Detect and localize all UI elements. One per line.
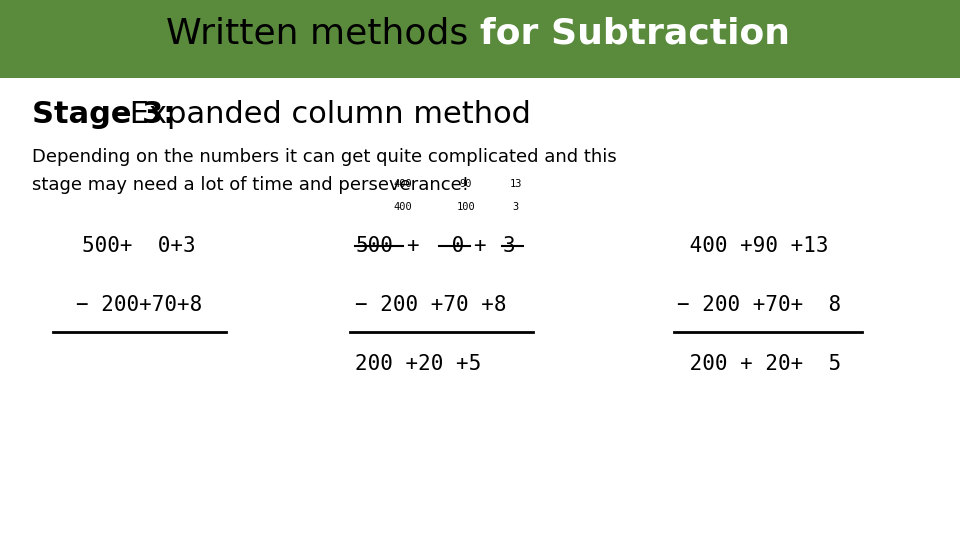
Text: 100: 100: [456, 202, 475, 212]
Text: 3: 3: [513, 202, 518, 212]
Text: 400 +90 +13: 400 +90 +13: [677, 235, 828, 256]
Text: 500+  0+3: 500+ 0+3: [83, 235, 196, 256]
Text: Written methods: Written methods: [166, 17, 480, 51]
Text: stage may need a lot of time and perseverance!: stage may need a lot of time and perseve…: [32, 176, 468, 193]
Text: Depending on the numbers it can get quite complicated and this: Depending on the numbers it can get quit…: [32, 148, 616, 166]
Text: 3: 3: [502, 235, 515, 256]
Text: − 200 +70+  8: − 200 +70+ 8: [677, 295, 841, 315]
Text: 13: 13: [509, 179, 522, 188]
Text: 200 +20 +5: 200 +20 +5: [355, 354, 482, 375]
Text: Expanded column method: Expanded column method: [120, 100, 531, 129]
Text: 500: 500: [355, 235, 393, 256]
Text: 90: 90: [459, 179, 472, 188]
Text: +: +: [406, 235, 419, 256]
Text: for Subtraction: for Subtraction: [480, 17, 790, 51]
Text: − 200+70+8: − 200+70+8: [76, 295, 203, 315]
Text: − 200 +70 +8: − 200 +70 +8: [355, 295, 507, 315]
Bar: [0, 0, 960, 78]
Text: 200 + 20+  5: 200 + 20+ 5: [677, 354, 841, 375]
Text: 400: 400: [394, 202, 413, 212]
Text: 400: 400: [394, 179, 413, 188]
Text: +: +: [473, 235, 486, 256]
Text: Stage 3:: Stage 3:: [32, 100, 175, 129]
Text: 0: 0: [439, 235, 464, 256]
